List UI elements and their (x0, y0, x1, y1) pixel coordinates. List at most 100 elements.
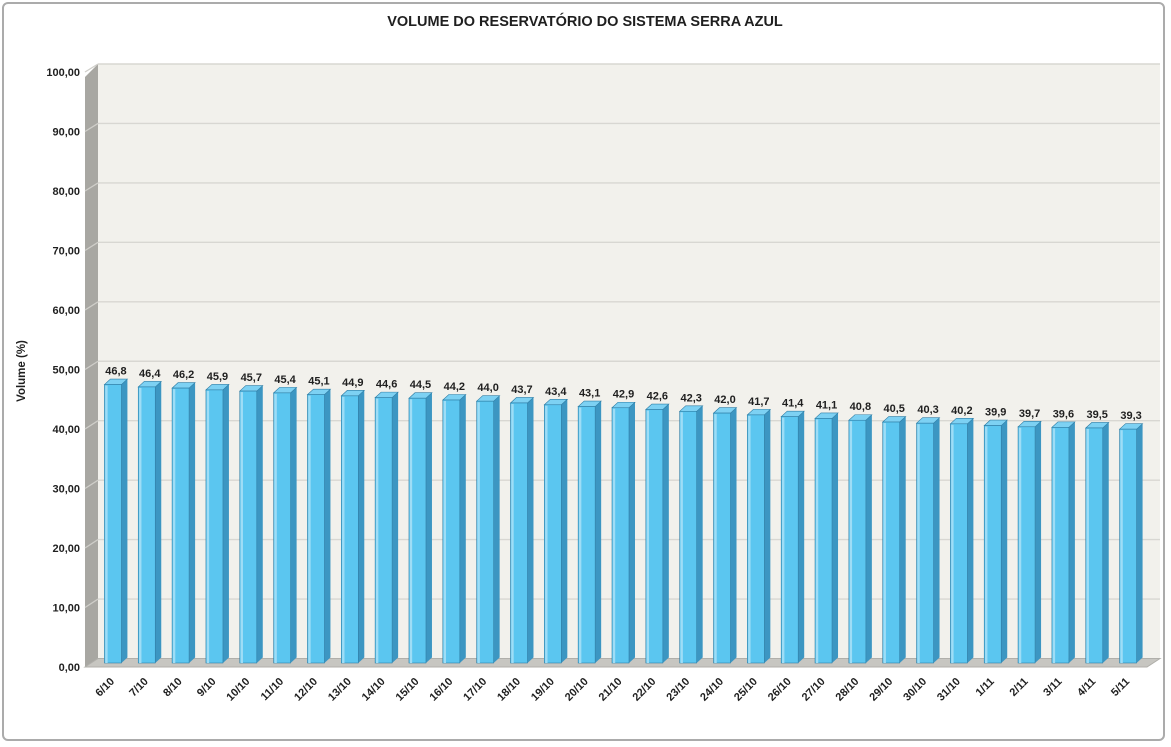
bar-side-face (899, 416, 906, 663)
bar (408, 392, 433, 664)
bar-front-face (171, 387, 190, 664)
bar-value-label: 44,2 (444, 381, 465, 393)
bar-side-face (459, 394, 466, 663)
bar (1084, 422, 1110, 664)
bar-value-label: 43,4 (545, 386, 567, 398)
bar (577, 400, 602, 664)
bar (949, 418, 975, 664)
bar-value-label: 40,2 (951, 405, 972, 417)
bar-side-face (595, 401, 602, 663)
x-category-label: 21/10 (597, 676, 625, 704)
side-wall-gridline (84, 479, 99, 490)
bar-highlight (139, 387, 142, 663)
x-category-label: 17/10 (461, 676, 489, 704)
bar-side-face (798, 411, 805, 663)
bar-side-face (933, 417, 940, 663)
bar (611, 401, 636, 664)
bar (915, 417, 941, 664)
y-tick-label: 50,00 (52, 365, 80, 377)
bar (374, 391, 399, 664)
bar-side-face (324, 389, 331, 663)
x-category-label: 10/10 (224, 676, 252, 704)
x-category-label: 22/10 (631, 676, 659, 704)
bars-layer (103, 378, 1144, 664)
bar-front-face (950, 423, 968, 664)
bar-front-face (882, 421, 901, 664)
bar-side-face (493, 395, 500, 663)
bar-highlight (443, 401, 447, 663)
x-category-label: 16/10 (427, 676, 455, 704)
bar-front-face (476, 400, 494, 664)
bar-front-face (340, 395, 359, 664)
bar-side-face (121, 379, 128, 663)
value-labels: 46,8 46,4 46,2 45,9 45,7 45,4 45,1 44,9 44,6 44,5… (105, 366, 1142, 423)
bar-front-face (442, 399, 461, 664)
bar-value-label: 46,2 (173, 369, 194, 381)
bar-front-face (983, 425, 1002, 664)
x-category-label: 19/10 (529, 676, 557, 704)
bar (509, 397, 535, 664)
bar-side-face (629, 402, 635, 663)
bar-front-face (205, 389, 224, 664)
bar-value-label: 39,5 (1087, 409, 1108, 421)
bar-highlight (985, 426, 988, 663)
bar-side-face (730, 407, 737, 663)
bar-highlight (477, 402, 480, 663)
x-category-label: 20/10 (563, 676, 591, 704)
bar (1051, 421, 1076, 664)
bar-highlight (883, 423, 886, 663)
bar-value-label: 45,4 (274, 374, 296, 386)
bar-front-face (544, 404, 562, 664)
bar-highlight (342, 396, 345, 663)
x-category-label: 12/10 (292, 676, 320, 704)
bar-front-face (780, 416, 799, 664)
bar-side-face (561, 399, 568, 663)
bar-side-face (967, 418, 974, 663)
bar-value-label: 39,9 (985, 407, 1006, 419)
bar-side-face (392, 392, 399, 663)
bar-value-label: 43,7 (511, 384, 532, 396)
bar (171, 382, 196, 664)
bar-side-face (155, 381, 162, 663)
bar-highlight (274, 393, 277, 663)
bar (881, 416, 907, 664)
bar-highlight (917, 424, 920, 663)
y-tick-label: 0,00 (59, 662, 80, 674)
bar-highlight (1052, 428, 1056, 663)
bar-front-face (408, 397, 427, 664)
bar-highlight (612, 408, 616, 663)
bar-front-face (273, 392, 291, 664)
bar-value-label: 41,7 (748, 396, 769, 408)
bar-highlight (815, 419, 819, 663)
bar-highlight (781, 417, 785, 663)
bar (1017, 420, 1042, 664)
bar-value-label: 44,9 (342, 377, 363, 389)
bar-side-face (1068, 421, 1075, 663)
y-tick-label: 60,00 (52, 305, 80, 317)
bar-value-label: 43,1 (579, 388, 600, 400)
bar-front-face (679, 411, 697, 664)
bar-highlight (206, 390, 210, 663)
bar-front-face (577, 406, 596, 664)
side-wall-gridline (84, 301, 99, 311)
bar-side-face (865, 414, 872, 663)
x-category-label: 7/10 (127, 676, 151, 700)
bar-front-face (916, 422, 934, 664)
bar-side-face (832, 412, 839, 663)
bar (983, 419, 1008, 664)
bar-value-label: 46,8 (105, 366, 126, 378)
bar-highlight (1086, 428, 1089, 663)
bar-highlight (511, 403, 514, 663)
bar-highlight (1018, 427, 1022, 663)
bar-highlight (545, 405, 548, 663)
y-tick-label: 100,00 (46, 67, 80, 79)
bar-front-face (307, 394, 325, 664)
bar-value-label: 39,6 (1053, 408, 1074, 420)
bar-front-face (104, 384, 122, 664)
side-wall-gridline (84, 241, 99, 252)
bar-highlight (172, 389, 176, 663)
x-category-label: 14/10 (360, 676, 388, 704)
bar-value-label: 41,4 (782, 398, 804, 410)
bar-value-label: 42,0 (714, 394, 735, 406)
bar (645, 403, 670, 664)
